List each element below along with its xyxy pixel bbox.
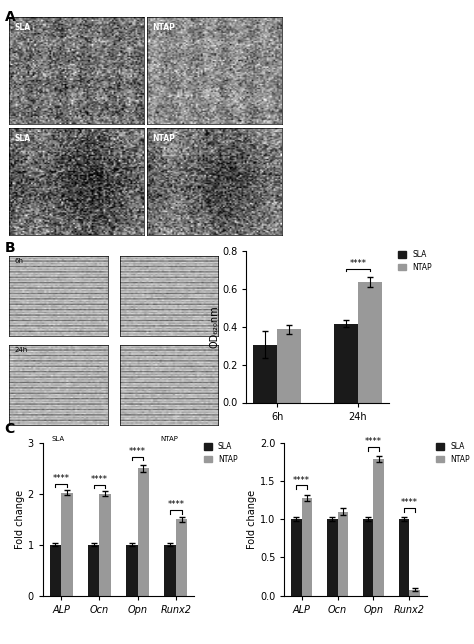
Text: ****: **** (91, 475, 108, 484)
Bar (291, 519, 301, 596)
Legend: SLA, NTAP: SLA, NTAP (201, 439, 241, 467)
Bar (176, 519, 187, 596)
Bar (61, 493, 73, 596)
Y-axis label: OD₆₂₀nm: OD₆₂₀nm (210, 305, 219, 348)
Bar (399, 519, 410, 596)
Legend: SLA, NTAP: SLA, NTAP (395, 247, 435, 275)
Text: SLA: SLA (52, 347, 65, 354)
Bar (88, 545, 100, 596)
Text: ****: **** (53, 474, 70, 483)
Bar (137, 468, 149, 596)
Bar (164, 545, 176, 596)
Bar (358, 282, 382, 402)
Bar (301, 498, 312, 596)
Bar (50, 545, 61, 596)
Text: ****: **** (401, 498, 418, 507)
Bar (126, 545, 137, 596)
Bar (253, 345, 277, 402)
Text: C: C (5, 422, 15, 436)
Text: 6h: 6h (14, 258, 23, 264)
Text: ****: **** (129, 447, 146, 456)
Text: NTAP: NTAP (153, 134, 175, 143)
Bar (277, 329, 301, 402)
Bar (374, 459, 384, 596)
Y-axis label: Fold change: Fold change (15, 489, 25, 549)
Text: ****: **** (293, 476, 310, 485)
Text: ****: **** (349, 259, 366, 268)
Text: SLA: SLA (52, 436, 65, 442)
Legend: SLA, NTAP: SLA, NTAP (433, 439, 473, 467)
Text: B: B (5, 242, 15, 256)
Text: A: A (5, 10, 16, 24)
Text: SLA: SLA (15, 23, 31, 32)
Bar (363, 519, 374, 596)
Y-axis label: Fold change: Fold change (247, 489, 257, 549)
Bar (337, 511, 348, 596)
Text: 24h: 24h (14, 347, 27, 353)
Text: ****: **** (365, 437, 382, 446)
Text: SLA: SLA (15, 134, 31, 143)
Bar (334, 324, 358, 402)
Text: NTAP: NTAP (160, 436, 178, 442)
Bar (410, 590, 420, 596)
Bar (100, 493, 111, 596)
Text: NTAP: NTAP (153, 23, 175, 32)
Text: NTAP: NTAP (160, 347, 178, 354)
Text: ****: **** (167, 500, 184, 509)
Bar (327, 519, 337, 596)
